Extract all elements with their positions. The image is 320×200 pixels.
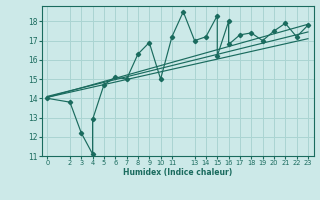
X-axis label: Humidex (Indice chaleur): Humidex (Indice chaleur) bbox=[123, 168, 232, 177]
